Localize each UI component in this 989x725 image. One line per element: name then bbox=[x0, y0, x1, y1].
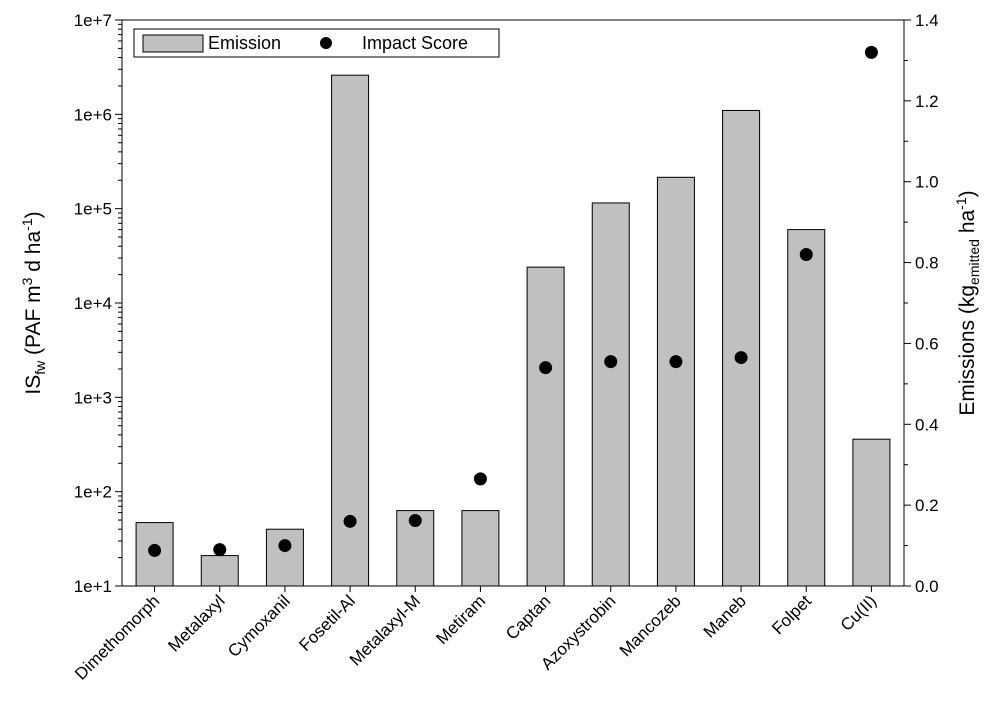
point-cu-ii bbox=[864, 45, 878, 59]
point-metalaxyl bbox=[213, 543, 227, 557]
right-tick-label: 0.8 bbox=[915, 254, 939, 273]
left-tick-label: 1e+1 bbox=[74, 577, 112, 596]
point-captan bbox=[539, 361, 553, 375]
points-layer bbox=[148, 45, 878, 557]
legend-impact-score-label: Impact Score bbox=[362, 33, 468, 53]
left-axis-title: ISfw (PAF m3 d ha-1) bbox=[19, 211, 48, 394]
right-tick-label: 0.2 bbox=[915, 496, 939, 515]
right-axis-ticks: 0.0 0.2 0.4 0.6 0.8 1.0 1.2 1.4 bbox=[904, 11, 939, 596]
left-tick-label: 1e+7 bbox=[74, 11, 112, 30]
bar-metalaxyl bbox=[200, 555, 239, 587]
bar-metiram bbox=[461, 510, 500, 587]
point-maneb bbox=[734, 351, 748, 365]
point-metiram bbox=[473, 472, 487, 486]
bar-cymoxanil bbox=[265, 528, 304, 587]
legend: Emission Impact Score bbox=[133, 28, 500, 58]
bar-captan bbox=[526, 266, 565, 587]
right-axis-title: Emissions (kgemitted ha-1) bbox=[953, 190, 982, 415]
right-tick-label: 1.0 bbox=[915, 173, 939, 192]
right-tick-label: 0.4 bbox=[915, 415, 939, 434]
point-azoxystrobin bbox=[604, 355, 618, 369]
point-cymoxanil bbox=[278, 539, 292, 553]
point-mancozeb bbox=[669, 355, 683, 369]
left-tick-label: 1e+4 bbox=[74, 294, 112, 313]
right-tick-label: 0.0 bbox=[915, 577, 939, 596]
left-tick-label: 1e+2 bbox=[74, 483, 112, 502]
left-axis-ticks: 1e+1 1e+2 1e+3 1e+4 1e+5 1e+6 1e+7 bbox=[74, 11, 122, 596]
right-tick-label: 1.4 bbox=[915, 11, 939, 30]
right-tick-label: 0.6 bbox=[915, 334, 939, 353]
right-tick-label: 1.2 bbox=[915, 92, 939, 111]
bar-folpet bbox=[787, 229, 826, 587]
point-dimethomorph bbox=[148, 543, 162, 557]
bar-fosetil-al bbox=[331, 74, 370, 587]
point-fosetil-al bbox=[343, 514, 357, 528]
left-tick-label: 1e+6 bbox=[74, 105, 112, 124]
legend-impact-score-marker bbox=[320, 37, 332, 49]
bar-maneb bbox=[722, 109, 761, 587]
bar-mancozeb bbox=[656, 176, 695, 587]
left-tick-label: 1e+5 bbox=[74, 200, 112, 219]
left-tick-label: 1e+3 bbox=[74, 388, 112, 407]
bar-cu-ii bbox=[852, 438, 891, 587]
bar-azoxystrobin bbox=[591, 202, 630, 587]
bars-layer bbox=[135, 74, 891, 587]
point-metalaxyl-m bbox=[408, 514, 422, 528]
legend-emission-label: Emission bbox=[208, 33, 281, 53]
point-folpet bbox=[799, 247, 813, 261]
legend-emission-swatch bbox=[142, 34, 204, 53]
